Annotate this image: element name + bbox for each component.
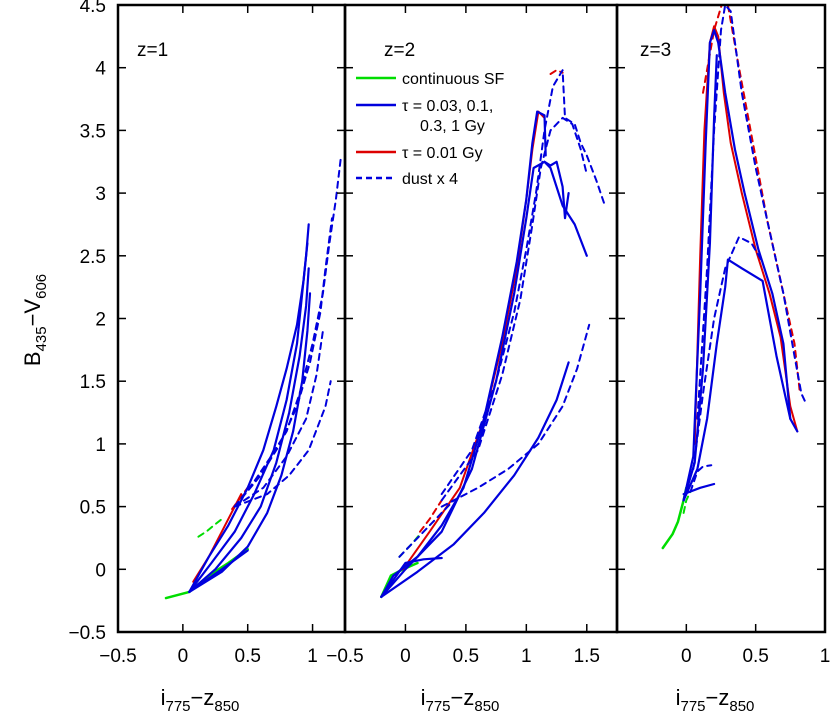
x-tick-label: −0.5 [99,646,137,667]
series-line-7 [682,258,792,502]
y-axis-label: B435−V606 [20,274,50,366]
y-tick-label: 3 [95,184,106,205]
series-line-5 [682,29,799,502]
series-line-7 [380,361,570,598]
panel-frame [116,3,347,634]
series-line-8 [682,482,716,496]
series-line-6 [188,223,310,593]
series-group [164,154,343,600]
y-tick-label: 1.5 [80,372,106,393]
series-group [380,69,606,599]
y-tick-label: 4.5 [80,0,106,17]
x-tick-label: 0 [400,646,411,667]
x-tick-label: 1 [820,646,830,667]
series-line-9 [696,5,807,420]
x-tick-label: 0.5 [742,646,768,667]
y-tick-label: 3.5 [80,121,106,142]
legend: continuous SF τ = 0.03, 0.1, 0.3, 1 Gy τ… [356,71,505,188]
x-tick-label: 0 [178,646,189,667]
series-line-10 [692,236,764,470]
panels-layer [116,3,827,634]
x-tick-label: −0.5 [326,646,364,667]
series-line-2 [682,490,692,514]
panel-label-z2: z=2 [384,40,415,61]
series-line-11 [440,69,606,496]
series-line-14 [398,499,455,558]
series-line-12 [440,116,588,502]
y-tick-label: 2 [95,310,106,331]
x-axis-label-panel-2: i775−z850 [421,685,500,715]
series-line-8 [380,556,443,598]
panel-label-z3: z=3 [640,40,671,61]
series-line-13 [233,380,332,508]
legend-label-tau-001: τ = 0.01 Gy [402,145,483,162]
series-line-9 [188,549,249,593]
x-axis-label-panel-1: i775−z850 [161,685,240,715]
series-line-3 [693,25,799,445]
series-line-9 [543,160,570,220]
y-tick-label: 2.5 [80,247,106,268]
series-line-2 [197,518,223,538]
series-group [661,5,807,550]
panel-label-z1: z=1 [137,40,168,61]
ticks-layer: 4.543.532.521.510.50−0.5−0.5 0 0.5 1 −0.5 0 0.… [68,0,830,667]
series-line-12 [233,330,324,508]
series-line-10 [233,154,343,508]
x-tick-label: 1 [521,646,532,667]
series-line-11 [233,217,333,508]
y-tick-label: 0 [95,560,106,581]
x-tick-label: 0.5 [453,646,479,667]
x-tick-label: 0 [681,646,692,667]
series-line-5 [188,242,309,593]
x-tick-label: 1 [307,646,318,667]
legend-label-dust: dust x 4 [402,171,458,188]
y-tick-label: 0.5 [80,498,106,519]
series-line-1 [661,486,688,550]
series-line-11 [689,464,713,493]
series-line-7 [188,267,310,593]
legend-label-continuous-sf: continuous SF [402,71,505,88]
x-tick-label: 1.5 [574,646,600,667]
y-tick-label: 1 [95,435,106,456]
series-line-8 [188,292,312,593]
y-tick-label: 4 [95,59,106,80]
y-tick-label: −0.5 [68,623,106,644]
series-line-4 [419,499,443,533]
x-axis-label-panel-3: i775−z850 [676,685,755,715]
legend-label-tau-line2: 0.3, 1 Gy [420,118,485,135]
series-line-1 [164,547,249,600]
legend-label-tau-line1: τ = 0.03, 0.1, [402,98,493,115]
panel-3 [615,3,827,634]
series-line-13 [440,323,591,508]
panel-1 [116,3,347,634]
series-line-6 [380,160,588,598]
x-tick-label: 0.5 [235,646,261,667]
